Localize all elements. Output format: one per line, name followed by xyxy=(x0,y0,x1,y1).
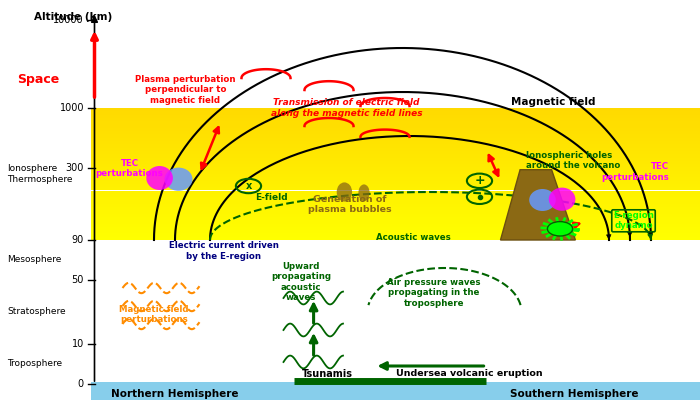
Bar xyxy=(91,217,700,220)
Bar xyxy=(91,177,700,181)
Bar xyxy=(91,210,700,214)
Bar xyxy=(91,121,700,124)
Text: Southern Hemisphere: Southern Hemisphere xyxy=(510,389,638,399)
Text: Magnetic field: Magnetic field xyxy=(511,97,596,107)
Text: Mesosphere: Mesosphere xyxy=(7,256,62,264)
Text: Generation of
plasma bubbles: Generation of plasma bubbles xyxy=(308,195,392,214)
Bar xyxy=(91,154,700,158)
Bar xyxy=(91,118,700,121)
Bar xyxy=(91,230,700,233)
Text: Northern Hemisphere: Northern Hemisphere xyxy=(111,389,239,399)
Text: Tsunamis: Tsunamis xyxy=(302,369,353,379)
Text: Space: Space xyxy=(18,74,60,86)
Text: Acoustic waves: Acoustic waves xyxy=(376,234,450,242)
Text: Transmission of electric field
along the magnetic field lines: Transmission of electric field along the… xyxy=(271,98,422,118)
Ellipse shape xyxy=(164,168,193,191)
Ellipse shape xyxy=(358,184,370,201)
Bar xyxy=(91,197,700,200)
Text: E-region
dynamo: E-region dynamo xyxy=(613,211,654,230)
Bar xyxy=(91,382,700,400)
Bar xyxy=(91,158,700,161)
Text: Ionospheric holes
around the volcano: Ionospheric holes around the volcano xyxy=(526,151,621,170)
Text: Stratosphere: Stratosphere xyxy=(7,308,66,316)
Text: Troposphere: Troposphere xyxy=(7,360,62,368)
Text: x: x xyxy=(246,181,251,191)
Bar xyxy=(91,164,700,167)
Text: 10000: 10000 xyxy=(53,15,84,25)
Ellipse shape xyxy=(529,189,556,211)
Text: TEC
perturbations: TEC perturbations xyxy=(601,162,668,182)
Bar xyxy=(91,144,700,148)
Text: +: + xyxy=(474,174,485,187)
Bar xyxy=(91,181,700,184)
Ellipse shape xyxy=(337,182,352,202)
Bar xyxy=(91,207,700,210)
Text: Upward
propagating
acoustic
waves: Upward propagating acoustic waves xyxy=(271,262,331,302)
Bar xyxy=(91,131,700,134)
Text: Altitude (km): Altitude (km) xyxy=(34,12,113,22)
Bar xyxy=(91,141,700,144)
Bar xyxy=(91,151,700,154)
Text: TEC
perturbations: TEC perturbations xyxy=(96,159,163,178)
Bar xyxy=(91,214,700,217)
Bar xyxy=(91,111,700,114)
Bar xyxy=(91,204,700,207)
Ellipse shape xyxy=(146,166,173,190)
Text: Ionosphere
Thermosphere: Ionosphere Thermosphere xyxy=(7,164,73,184)
Bar xyxy=(91,124,700,128)
Bar xyxy=(91,174,700,177)
Text: Plasma perturbation
perpendicular to
magnetic field: Plasma perturbation perpendicular to mag… xyxy=(135,75,236,105)
Bar xyxy=(91,200,700,204)
Text: 10: 10 xyxy=(71,339,84,349)
Bar xyxy=(91,108,700,111)
Text: 90: 90 xyxy=(71,235,84,245)
Bar xyxy=(91,234,700,237)
Text: 300: 300 xyxy=(66,163,84,173)
Bar xyxy=(91,148,700,151)
Text: Undersea volcanic eruption: Undersea volcanic eruption xyxy=(395,370,542,378)
Text: Magnetic field
perturbations: Magnetic field perturbations xyxy=(119,305,189,324)
Bar xyxy=(91,194,700,197)
Bar xyxy=(91,237,700,240)
Bar xyxy=(91,134,700,138)
Bar xyxy=(91,128,700,131)
Text: 50: 50 xyxy=(71,275,84,285)
Bar xyxy=(91,115,700,118)
Bar xyxy=(91,227,700,230)
Bar xyxy=(91,224,700,227)
Bar xyxy=(91,220,700,224)
Bar xyxy=(91,138,700,141)
Text: Electric current driven
by the E-region: Electric current driven by the E-region xyxy=(169,242,279,261)
Bar xyxy=(91,171,700,174)
Bar xyxy=(91,161,700,164)
Polygon shape xyxy=(500,170,575,240)
Bar xyxy=(91,167,700,171)
Text: 1000: 1000 xyxy=(60,103,84,113)
Bar xyxy=(91,184,700,187)
Bar xyxy=(91,190,700,194)
Text: E-field: E-field xyxy=(256,193,288,202)
Text: 0: 0 xyxy=(78,379,84,389)
Circle shape xyxy=(547,222,573,236)
Ellipse shape xyxy=(549,188,575,211)
Bar xyxy=(91,187,700,190)
Text: Air pressure waves
propagating in the
troposphere: Air pressure waves propagating in the tr… xyxy=(387,278,481,308)
